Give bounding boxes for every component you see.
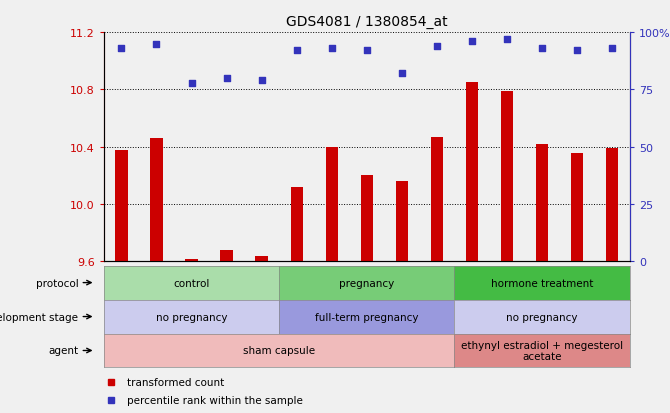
Bar xyxy=(431,138,443,262)
Point xyxy=(186,80,197,87)
Point xyxy=(151,41,162,48)
Text: control: control xyxy=(174,278,210,288)
Point xyxy=(256,78,267,84)
Point xyxy=(291,48,302,55)
Bar xyxy=(536,145,548,262)
Point xyxy=(431,43,442,50)
Point xyxy=(326,46,337,52)
Point xyxy=(116,46,127,52)
Bar xyxy=(360,176,373,262)
Point xyxy=(607,46,618,52)
Title: GDS4081 / 1380854_at: GDS4081 / 1380854_at xyxy=(286,15,448,29)
Bar xyxy=(220,250,232,262)
Text: pregnancy: pregnancy xyxy=(339,278,395,288)
Text: full-term pregnancy: full-term pregnancy xyxy=(315,312,419,322)
Text: agent: agent xyxy=(48,346,78,356)
Bar xyxy=(326,147,338,262)
Text: transformed count: transformed count xyxy=(127,377,224,387)
Bar xyxy=(255,256,268,262)
Text: development stage: development stage xyxy=(0,312,78,322)
Bar xyxy=(186,259,198,262)
Text: protocol: protocol xyxy=(36,278,78,288)
Text: percentile rank within the sample: percentile rank within the sample xyxy=(127,395,303,405)
Point xyxy=(361,48,372,55)
Point xyxy=(572,48,582,55)
Point xyxy=(397,71,407,78)
Bar xyxy=(150,139,163,262)
Text: no pregnancy: no pregnancy xyxy=(507,312,578,322)
Bar xyxy=(501,92,513,262)
Text: ethynyl estradiol + megesterol
acetate: ethynyl estradiol + megesterol acetate xyxy=(461,340,623,361)
Bar xyxy=(571,153,584,262)
Bar xyxy=(396,182,408,262)
Bar xyxy=(606,149,618,262)
Bar xyxy=(115,150,127,262)
Bar xyxy=(466,83,478,262)
Point xyxy=(537,46,547,52)
Point xyxy=(221,76,232,82)
Text: sham capsule: sham capsule xyxy=(243,346,315,356)
Bar xyxy=(291,188,303,262)
Text: hormone treatment: hormone treatment xyxy=(491,278,594,288)
Text: no pregnancy: no pregnancy xyxy=(155,312,227,322)
Point xyxy=(502,37,513,43)
Point xyxy=(466,39,477,45)
